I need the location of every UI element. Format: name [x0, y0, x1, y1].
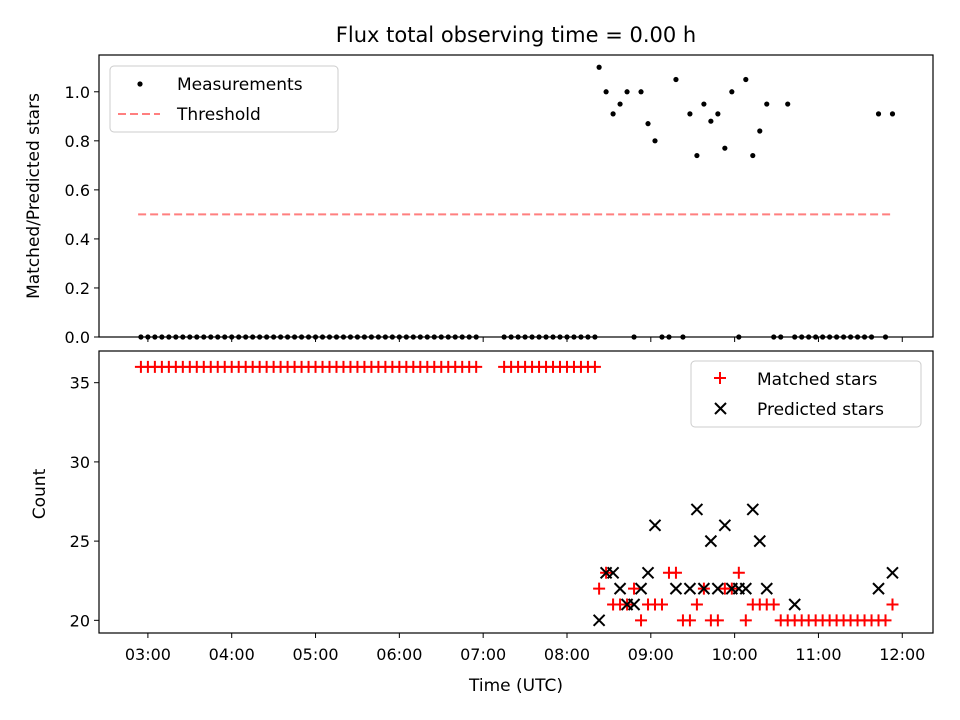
bottom-y-tick-label: 30	[70, 453, 90, 472]
top-y-tick-label: 0.0	[65, 328, 90, 347]
matched-star-point	[588, 360, 601, 373]
x-tick-label: 03:00	[125, 645, 171, 664]
legend-measurements-label: Measurements	[177, 75, 303, 95]
matched-star-point	[669, 566, 682, 579]
predicted-star-point	[788, 598, 801, 611]
bottom-axes-frame	[98, 350, 934, 634]
matched-star-point	[767, 598, 780, 611]
legend-threshold-label: Threshold	[176, 105, 261, 125]
bottom-y-tick-label: 25	[70, 532, 90, 551]
top-axes-frame	[98, 54, 934, 338]
bottom-y-tick-label: 20	[70, 611, 90, 630]
measurement-point	[610, 111, 616, 117]
top-y-tick-label: 0.4	[65, 230, 90, 249]
x-axis-label: Time (UTC)	[468, 676, 563, 696]
top-y-tick-label: 0.6	[65, 181, 90, 200]
measurement-point	[889, 111, 896, 117]
predicted-star-point	[683, 582, 697, 595]
x-tick-label: 06:00	[376, 645, 422, 664]
predicted-star-point	[753, 534, 766, 548]
measurement-point	[722, 145, 728, 151]
matched-star-point	[628, 582, 641, 595]
predicted-star-point	[746, 503, 759, 516]
top-legend: Measurements Threshold	[109, 65, 339, 133]
top-panel: 0.0 0.2 0.4 0.6 0.8 1.0 Matched/Predicted sta…	[24, 54, 934, 347]
matched-star-point	[711, 614, 724, 627]
x-tick-label: 12:00	[879, 645, 925, 664]
measurement-point	[764, 101, 770, 107]
measurement-point	[694, 152, 700, 159]
top-y-tick-label: 0.2	[65, 279, 90, 298]
bottom-legend: Matched stars Predicted stars	[690, 360, 922, 428]
measurement-point	[708, 118, 714, 124]
bottom-panel: 20 25 30 35 03:00 04:00 05:00 06:00 07:00 08:00 0…	[30, 350, 934, 696]
x-tick-label: 10:00	[712, 645, 758, 664]
matched-star-point	[690, 598, 703, 611]
predicted-star-point	[627, 598, 641, 611]
predicted-star-point	[613, 582, 627, 595]
measurement-point	[875, 111, 882, 117]
measurement-point	[750, 152, 756, 159]
matched-star-point	[739, 614, 752, 627]
x-tick-label: 07:00	[460, 645, 506, 664]
matched-star-point	[683, 614, 696, 627]
predicted-star-point	[669, 582, 683, 595]
x-tick-label: 08:00	[544, 645, 590, 664]
legend-matched-label: Matched stars	[757, 370, 877, 390]
predicted-star-point	[634, 582, 648, 595]
measurement-point	[687, 111, 693, 117]
measurement-point	[673, 76, 679, 83]
matched-star-point	[635, 614, 648, 627]
bottom-y-tick-label: 35	[70, 374, 90, 393]
x-tick-label: 05:00	[292, 645, 338, 664]
top-y-axis-label: Matched/Predicted stars	[24, 93, 44, 299]
predicted-star-point	[711, 582, 725, 595]
measurement-point	[701, 101, 707, 107]
predicted-star-point	[739, 582, 753, 595]
predicted-star-point	[718, 519, 732, 532]
legend-matched-marker	[714, 372, 726, 384]
legend-predicted-label: Predicted stars	[757, 400, 884, 420]
matched-star-point	[593, 582, 606, 595]
matched-star-point	[879, 614, 892, 627]
measurement-point	[757, 128, 763, 134]
bottom-y-axis-label: Count	[30, 468, 50, 519]
predicted-star-point	[872, 582, 885, 595]
legend-measurements-marker	[137, 81, 143, 87]
matched-star-point	[470, 360, 483, 373]
x-tick-label: 11:00	[795, 645, 841, 664]
measurement-point	[603, 89, 609, 95]
chart-title: Flux total observing time = 0.00 h	[336, 23, 696, 47]
measurement-point	[715, 111, 721, 117]
legend-predicted-marker	[714, 402, 727, 415]
x-tick-label: 04:00	[209, 645, 255, 664]
predicted-star-point	[704, 534, 718, 548]
measurement-point	[638, 89, 644, 95]
predicted-star-point	[760, 582, 773, 595]
measurement-point	[617, 101, 623, 107]
top-y-tick-label: 1.0	[65, 83, 90, 102]
top-y-tick-label: 0.8	[65, 132, 90, 151]
predicted-star-point	[690, 503, 704, 516]
predicted-star-point	[641, 566, 655, 580]
matched-star-point	[655, 598, 668, 611]
measurement-point	[596, 64, 602, 70]
x-tick-label: 09:00	[628, 645, 674, 664]
measurement-point	[624, 89, 630, 95]
matched-star-point	[732, 566, 745, 579]
measurement-point	[729, 89, 735, 95]
predicted-star-point	[648, 519, 662, 532]
predicted-star-point	[606, 566, 620, 580]
measurement-point	[785, 101, 791, 107]
predicted-star-point	[697, 582, 711, 595]
measurement-point	[743, 76, 749, 83]
measurement-point	[652, 138, 658, 144]
predicted-star-point	[886, 566, 899, 580]
predicted-star-point	[592, 614, 606, 627]
matched-star-point	[886, 598, 899, 611]
measurement-point	[645, 121, 651, 127]
